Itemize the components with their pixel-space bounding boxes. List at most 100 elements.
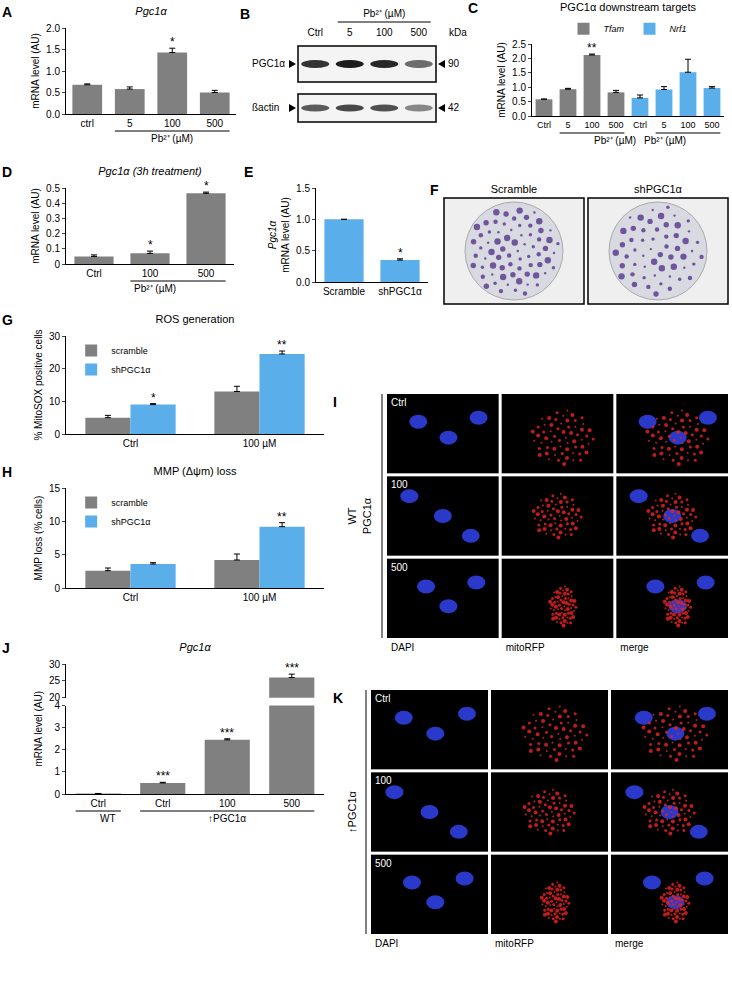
svg-text:500: 500: [704, 120, 719, 130]
svg-text:15: 15: [49, 483, 61, 494]
svg-text:100: 100: [376, 27, 393, 38]
svg-text:0.0: 0.0: [296, 277, 310, 288]
svg-text:merge: merge: [615, 938, 644, 949]
svg-text:42: 42: [448, 102, 460, 113]
svg-text:0.5: 0.5: [512, 96, 526, 107]
svg-text:10: 10: [49, 396, 61, 407]
svg-text:25: 25: [49, 675, 61, 686]
svg-text:*: *: [148, 238, 153, 252]
svg-text:Ctrl: Ctrl: [633, 120, 647, 130]
svg-text:1: 1: [54, 766, 60, 777]
svg-text:Ctrl: Ctrl: [391, 397, 407, 408]
svg-text:Pgc1αmRNA level (AU): Pgc1αmRNA level (AU): [267, 197, 291, 273]
svg-text:Tfam: Tfam: [604, 24, 625, 34]
svg-text:0.4: 0.4: [46, 198, 60, 209]
svg-text:Scramble: Scramble: [323, 286, 366, 297]
svg-text:1.5: 1.5: [46, 44, 60, 55]
svg-text:kDa: kDa: [449, 27, 467, 38]
svg-text:20: 20: [49, 692, 61, 703]
svg-text:1.0: 1.0: [512, 82, 526, 93]
svg-text:5: 5: [127, 118, 133, 129]
svg-text:100: 100: [680, 120, 695, 130]
svg-text:100 µM: 100 µM: [243, 438, 277, 449]
svg-text:100 µM: 100 µM: [243, 592, 277, 603]
svg-text:30: 30: [49, 659, 61, 670]
svg-text:100: 100: [375, 775, 392, 786]
svg-text:0: 0: [54, 789, 60, 800]
svg-text:4: 4: [54, 700, 60, 711]
svg-text:500: 500: [375, 858, 392, 869]
svg-text:merge: merge: [620, 642, 649, 653]
svg-text:500: 500: [206, 118, 223, 129]
svg-text:***: ***: [285, 661, 299, 675]
svg-text:MMP (Δψm) loss: MMP (Δψm) loss: [154, 465, 237, 477]
svg-text:0: 0: [54, 259, 60, 270]
svg-text:20: 20: [49, 363, 61, 374]
svg-text:0.2: 0.2: [46, 228, 60, 239]
svg-text:**: **: [277, 510, 287, 524]
svg-text:500: 500: [410, 27, 427, 38]
svg-text:% MitoSOX positive cells: % MitoSOX positive cells: [33, 329, 44, 440]
svg-text:Ctrl: Ctrl: [123, 438, 139, 449]
svg-text:shPGC1α: shPGC1α: [111, 517, 150, 527]
svg-text:PGC1α: PGC1α: [252, 58, 285, 69]
svg-text:1.0: 1.0: [296, 214, 310, 225]
svg-text:500: 500: [283, 798, 300, 809]
svg-text:3: 3: [54, 722, 60, 733]
svg-text:Ctrl: Ctrl: [307, 27, 323, 38]
svg-text:1.5: 1.5: [296, 183, 310, 194]
svg-text:Ctrl: Ctrl: [90, 798, 106, 809]
svg-text:2.5: 2.5: [512, 39, 526, 50]
svg-text:5: 5: [54, 549, 60, 560]
svg-text:100: 100: [584, 120, 599, 130]
svg-text:0.1: 0.1: [46, 243, 60, 254]
svg-text:0: 0: [54, 429, 60, 440]
svg-text:Pb²⁺ (µM): Pb²⁺ (µM): [644, 135, 686, 146]
svg-text:WT: WT: [346, 507, 358, 524]
svg-text:Ctrl: Ctrl: [537, 120, 551, 130]
svg-text:500: 500: [198, 268, 215, 279]
svg-text:Pb²⁺ (µM): Pb²⁺ (µM): [134, 283, 176, 294]
svg-text:1.5: 1.5: [512, 67, 526, 78]
svg-text:*: *: [204, 179, 209, 193]
svg-text:shPGC1α: shPGC1α: [634, 183, 683, 195]
svg-text:***: ***: [220, 726, 234, 740]
svg-text:DAPI: DAPI: [391, 642, 414, 653]
svg-text:2.0: 2.0: [46, 23, 60, 34]
svg-text:100: 100: [164, 118, 181, 129]
svg-text:2: 2: [54, 744, 60, 755]
svg-text:***: ***: [156, 769, 170, 783]
svg-text:Ctrl: Ctrl: [375, 693, 391, 704]
svg-text:0: 0: [54, 583, 60, 594]
svg-text:↑PGC1α: ↑PGC1α: [208, 813, 246, 824]
svg-text:mRNA level (AU): mRNA level (AU): [30, 33, 41, 109]
svg-text:Pgc1α (3h treatment): Pgc1α (3h treatment): [98, 165, 202, 177]
svg-text:Pb²⁺ (µM): Pb²⁺ (µM): [151, 133, 193, 144]
svg-text:ROS generation: ROS generation: [156, 313, 235, 325]
svg-text:0.0: 0.0: [512, 111, 526, 122]
svg-text:100: 100: [219, 798, 236, 809]
svg-text:100: 100: [391, 479, 408, 490]
svg-text:scramble: scramble: [111, 498, 148, 508]
svg-text:shPGC1α: shPGC1α: [378, 286, 422, 297]
svg-text:*: *: [170, 35, 175, 49]
svg-text:0.5: 0.5: [46, 87, 60, 98]
svg-text:5: 5: [661, 120, 666, 130]
svg-text:1.0: 1.0: [46, 66, 60, 77]
svg-text:Ctrl: Ctrl: [86, 268, 102, 279]
svg-text:mRNA level (AU): mRNA level (AU): [30, 188, 41, 264]
svg-text:PGC1α downstream targets: PGC1α downstream targets: [560, 1, 696, 13]
svg-text:2.0: 2.0: [512, 53, 526, 64]
svg-text:Scramble: Scramble: [491, 183, 537, 195]
svg-text:90: 90: [448, 58, 460, 69]
svg-text:mRNA level (AU): mRNA level (AU): [33, 691, 44, 767]
svg-text:30: 30: [49, 331, 61, 342]
svg-text:Nrf1: Nrf1: [670, 24, 687, 34]
svg-text:Pgc1α: Pgc1α: [135, 5, 167, 17]
svg-text:Ctrl: Ctrl: [123, 592, 139, 603]
svg-text:Ctrl: Ctrl: [155, 798, 171, 809]
svg-text:mitoRFP: mitoRFP: [495, 938, 534, 949]
svg-text:5: 5: [565, 120, 570, 130]
svg-text:*: *: [398, 246, 403, 260]
svg-text:mitoRFP: mitoRFP: [506, 642, 545, 653]
